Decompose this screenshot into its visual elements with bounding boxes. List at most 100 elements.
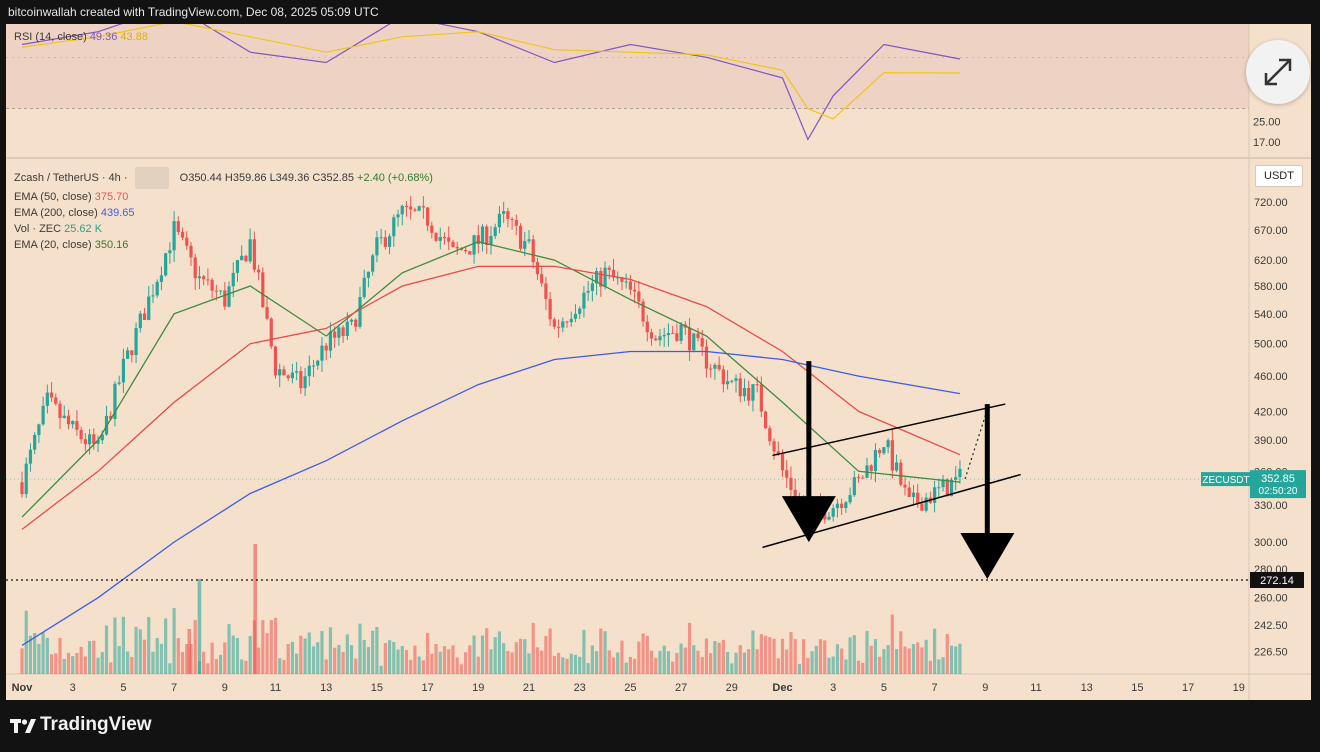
volume-bar	[827, 657, 831, 674]
price-tick-label: 420.00	[1254, 406, 1288, 418]
volume-value: 25.62 K	[64, 223, 103, 235]
candle-body	[193, 257, 197, 279]
candle-body	[654, 338, 658, 341]
candle-body	[442, 236, 447, 238]
volume-bar	[49, 654, 54, 674]
volume-bar	[709, 653, 713, 674]
chart-canvas[interactable]: 40.0025.0017.00720.00670.00620.00580.005…	[6, 24, 1311, 700]
volume-bar	[949, 645, 954, 674]
current-price-label: 352.85	[1261, 473, 1295, 485]
arrow-down-left	[781, 361, 836, 543]
volume-bar	[814, 645, 818, 674]
candle-body	[514, 219, 518, 226]
volume-bar	[696, 650, 700, 674]
volume-bar	[920, 647, 924, 674]
candle-body	[269, 318, 273, 347]
volume-bar	[455, 657, 459, 674]
time-tick-label: 3	[70, 682, 76, 694]
time-tick-label: 19	[472, 682, 484, 694]
candle-body	[87, 434, 92, 445]
time-tick-label: 9	[222, 682, 228, 694]
candle-body	[430, 225, 434, 233]
volume-bar	[616, 652, 620, 674]
close-value: C352.85	[312, 171, 354, 184]
volume-bar	[164, 618, 168, 674]
candle-body	[438, 236, 442, 241]
volume-bar	[704, 638, 709, 674]
candle-body	[387, 236, 392, 247]
volume-bar	[641, 633, 645, 674]
candle-body	[582, 292, 586, 309]
volume-bar	[295, 653, 299, 674]
candle-body	[916, 492, 920, 504]
candle-body	[345, 321, 349, 336]
candle-body	[856, 477, 861, 479]
candle-body	[907, 487, 911, 497]
rsi-tick-label: 17.00	[1253, 137, 1281, 149]
price-tick-label: 260.00	[1254, 593, 1288, 605]
volume-bar	[527, 653, 531, 674]
candle-body	[409, 206, 413, 210]
volume-bar	[654, 657, 658, 674]
volume-bar	[371, 630, 375, 674]
candle-body	[776, 451, 780, 455]
candle-body	[176, 221, 180, 233]
candle-body	[231, 272, 235, 287]
volume-bar	[451, 645, 455, 674]
volume-bar	[121, 616, 126, 674]
candle-body	[180, 232, 185, 238]
ema-line-200	[21, 350, 961, 646]
candle-body	[20, 482, 24, 495]
candle-body	[768, 428, 772, 442]
candle-body	[556, 326, 561, 328]
candle-body	[197, 276, 202, 279]
volume-bar	[438, 651, 442, 674]
volume-bar	[594, 651, 599, 674]
candle-body	[730, 380, 734, 382]
candle-body	[747, 387, 751, 401]
candle-body	[840, 503, 844, 509]
candle-body	[527, 239, 531, 242]
volume-bar	[303, 638, 307, 674]
candle-body	[848, 495, 852, 503]
candle-body	[759, 384, 763, 412]
currency-button[interactable]: USDT	[1255, 165, 1303, 187]
arrow-down-right	[960, 404, 1015, 579]
volume-bar	[442, 646, 447, 674]
chart-frame[interactable]: 40.0025.0017.00720.00670.00620.00580.005…	[6, 24, 1311, 700]
volume-bar	[671, 661, 675, 674]
candle-body	[573, 313, 578, 319]
candle-body	[49, 392, 54, 398]
high-value: H359.86	[224, 171, 267, 184]
price-tick-label: 540.00	[1254, 309, 1288, 321]
candle-body	[882, 447, 886, 454]
candle-body	[679, 324, 683, 341]
expand-icon	[1264, 58, 1292, 86]
candle-body	[586, 290, 590, 293]
volume-bar	[658, 650, 662, 674]
volume-bar	[776, 658, 780, 674]
arrow-head	[960, 533, 1015, 579]
volume-bar	[928, 660, 932, 674]
volume-bar	[806, 657, 810, 674]
countdown-label: 02:50:20	[1259, 486, 1298, 497]
candle-body	[662, 335, 666, 337]
volume-bar	[848, 637, 852, 674]
volume-bar	[878, 656, 882, 674]
expand-button[interactable]	[1246, 40, 1310, 104]
candle-body	[535, 262, 540, 275]
volume-bar	[468, 645, 472, 674]
volume-bar	[802, 639, 806, 674]
candle-body	[362, 277, 366, 298]
candle-body	[548, 298, 552, 320]
volume-bar	[409, 659, 413, 674]
volume-bar	[916, 642, 920, 674]
candle-body	[903, 484, 907, 488]
rsi-tick-label: 25.00	[1253, 116, 1281, 128]
volume-bar	[861, 662, 865, 674]
candle-body	[633, 289, 637, 292]
candle-body	[299, 371, 303, 389]
volume-bar	[20, 648, 24, 674]
candle-body	[603, 267, 607, 287]
candle-body	[721, 369, 725, 385]
